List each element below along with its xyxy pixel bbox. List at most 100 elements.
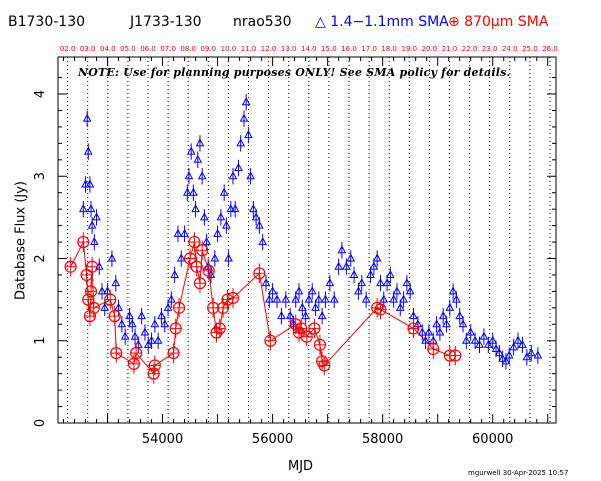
series-1mm-point (518, 339, 527, 348)
series-1mm-point (277, 311, 286, 320)
series-1mm-point (107, 253, 117, 262)
series-1mm-point (389, 294, 399, 303)
series-1mm-point (435, 327, 445, 336)
series-1mm-point (268, 286, 277, 295)
series-1mm-point (216, 212, 226, 221)
series-1mm-point (230, 204, 240, 213)
series-1mm-point (228, 171, 238, 180)
series-1mm-point (100, 302, 110, 311)
planning-note: NOTE: Use for planning purposes ONLY! Se… (78, 66, 511, 79)
series-1mm-point (421, 335, 430, 344)
series-1mm-point (488, 335, 498, 344)
series-1mm-point (92, 212, 101, 221)
series-1mm-point (442, 319, 451, 328)
series-1mm-point (200, 212, 209, 221)
series-1mm-point (87, 220, 97, 229)
series-1mm-point (475, 339, 484, 348)
year-tick-label: 05.0 (120, 45, 136, 53)
series-1mm-point (466, 327, 476, 336)
series-1mm-point (160, 319, 170, 328)
year-tick-label: 11.0 (241, 45, 257, 53)
series-1mm-point (264, 294, 274, 303)
year-tick-label: 06.0 (140, 45, 156, 53)
year-tick-label: 26.0 (542, 45, 558, 53)
series-1mm-point (153, 335, 163, 344)
series-1mm-point (193, 154, 203, 163)
year-tick-label: 10.0 (221, 45, 237, 53)
series-1mm-point (244, 130, 253, 139)
series-1mm-point (461, 335, 471, 344)
year-tick-label: 19.0 (401, 45, 417, 53)
series-1mm-point (81, 179, 90, 188)
series-1mm-point (202, 237, 211, 246)
series-1mm-point (483, 339, 493, 348)
series-1mm-point (239, 113, 249, 122)
series-1mm-point (297, 302, 307, 311)
series-1mm-point (445, 302, 455, 311)
series-1mm-point (219, 187, 229, 196)
series-1mm-point (379, 294, 389, 303)
year-tick-label: 13.0 (281, 45, 297, 53)
series-1mm-point (424, 327, 434, 336)
author-credit: mgurwell 30-Apr-2025 10:57 (468, 469, 569, 477)
series-1mm-point (213, 228, 222, 237)
series-1mm-point (163, 302, 173, 311)
series-1mm-point (455, 311, 465, 320)
year-tick-label: 12.0 (261, 45, 277, 53)
legend-band-1mm: △ 1.4−1.1mm SMA (315, 14, 449, 30)
series-1mm-point (392, 286, 402, 295)
series-1mm-point (140, 327, 150, 336)
series-1mm-point (117, 319, 127, 328)
series-1mm-point (498, 353, 507, 362)
series-1mm-point (195, 138, 205, 147)
series-1mm-point (311, 302, 320, 311)
source-name-b1950: B1730-130 (8, 14, 86, 30)
series-1mm-point (78, 204, 88, 213)
series-1mm-point (241, 97, 251, 106)
year-tick-label: 22.0 (462, 45, 478, 53)
series-1mm-point (402, 278, 412, 287)
series-1mm-point (89, 237, 99, 246)
x-tick-label: 58000 (362, 432, 403, 447)
series-1mm-point (147, 335, 156, 344)
series-1mm-point (281, 294, 291, 303)
series-1mm-point (224, 253, 233, 262)
series-1mm-point (182, 187, 192, 196)
series-1mm-point (176, 253, 186, 262)
series-1mm-point (186, 146, 196, 155)
series-1mm-point (314, 294, 324, 303)
series-1mm-point (513, 335, 523, 344)
series-1mm-point (226, 204, 236, 213)
series-1mm-point (137, 311, 146, 320)
series-1mm-point (249, 204, 258, 213)
y-tick-label: 4 (33, 90, 48, 98)
x-tick-label: 60000 (472, 432, 513, 447)
series-1mm-point (197, 171, 207, 180)
year-tick-label: 20.0 (422, 45, 438, 53)
year-tick-label: 03.0 (80, 45, 96, 53)
y-tick-label: 2 (33, 254, 48, 262)
series-1mm-point (395, 302, 405, 311)
series-1mm-point (150, 319, 160, 328)
series-1mm-point (522, 352, 532, 361)
series-1mm-point (372, 253, 382, 262)
year-tick-label: 24.0 (502, 45, 518, 53)
y-axis-label: Database Flux (Jy) (13, 181, 29, 300)
series-1mm-point (382, 278, 392, 287)
source-name-alias: nrao530 (233, 14, 292, 30)
x-tick-label: 54000 (142, 432, 183, 447)
series-1mm-point (307, 286, 317, 295)
series-1mm-point (258, 237, 268, 246)
year-tick-label: 25.0 (522, 45, 538, 53)
series-1mm-point (261, 278, 271, 287)
series-1mm-point (222, 220, 231, 229)
series-1mm-point (83, 146, 93, 155)
year-tick-label: 18.0 (381, 45, 397, 53)
series-1mm-point (452, 294, 461, 303)
x-tick-label: 56000 (252, 432, 293, 447)
series-1mm-point (357, 278, 367, 287)
year-tick-label: 17.0 (361, 45, 377, 53)
year-tick-label: 23.0 (482, 45, 498, 53)
series-1mm-point (334, 261, 343, 270)
